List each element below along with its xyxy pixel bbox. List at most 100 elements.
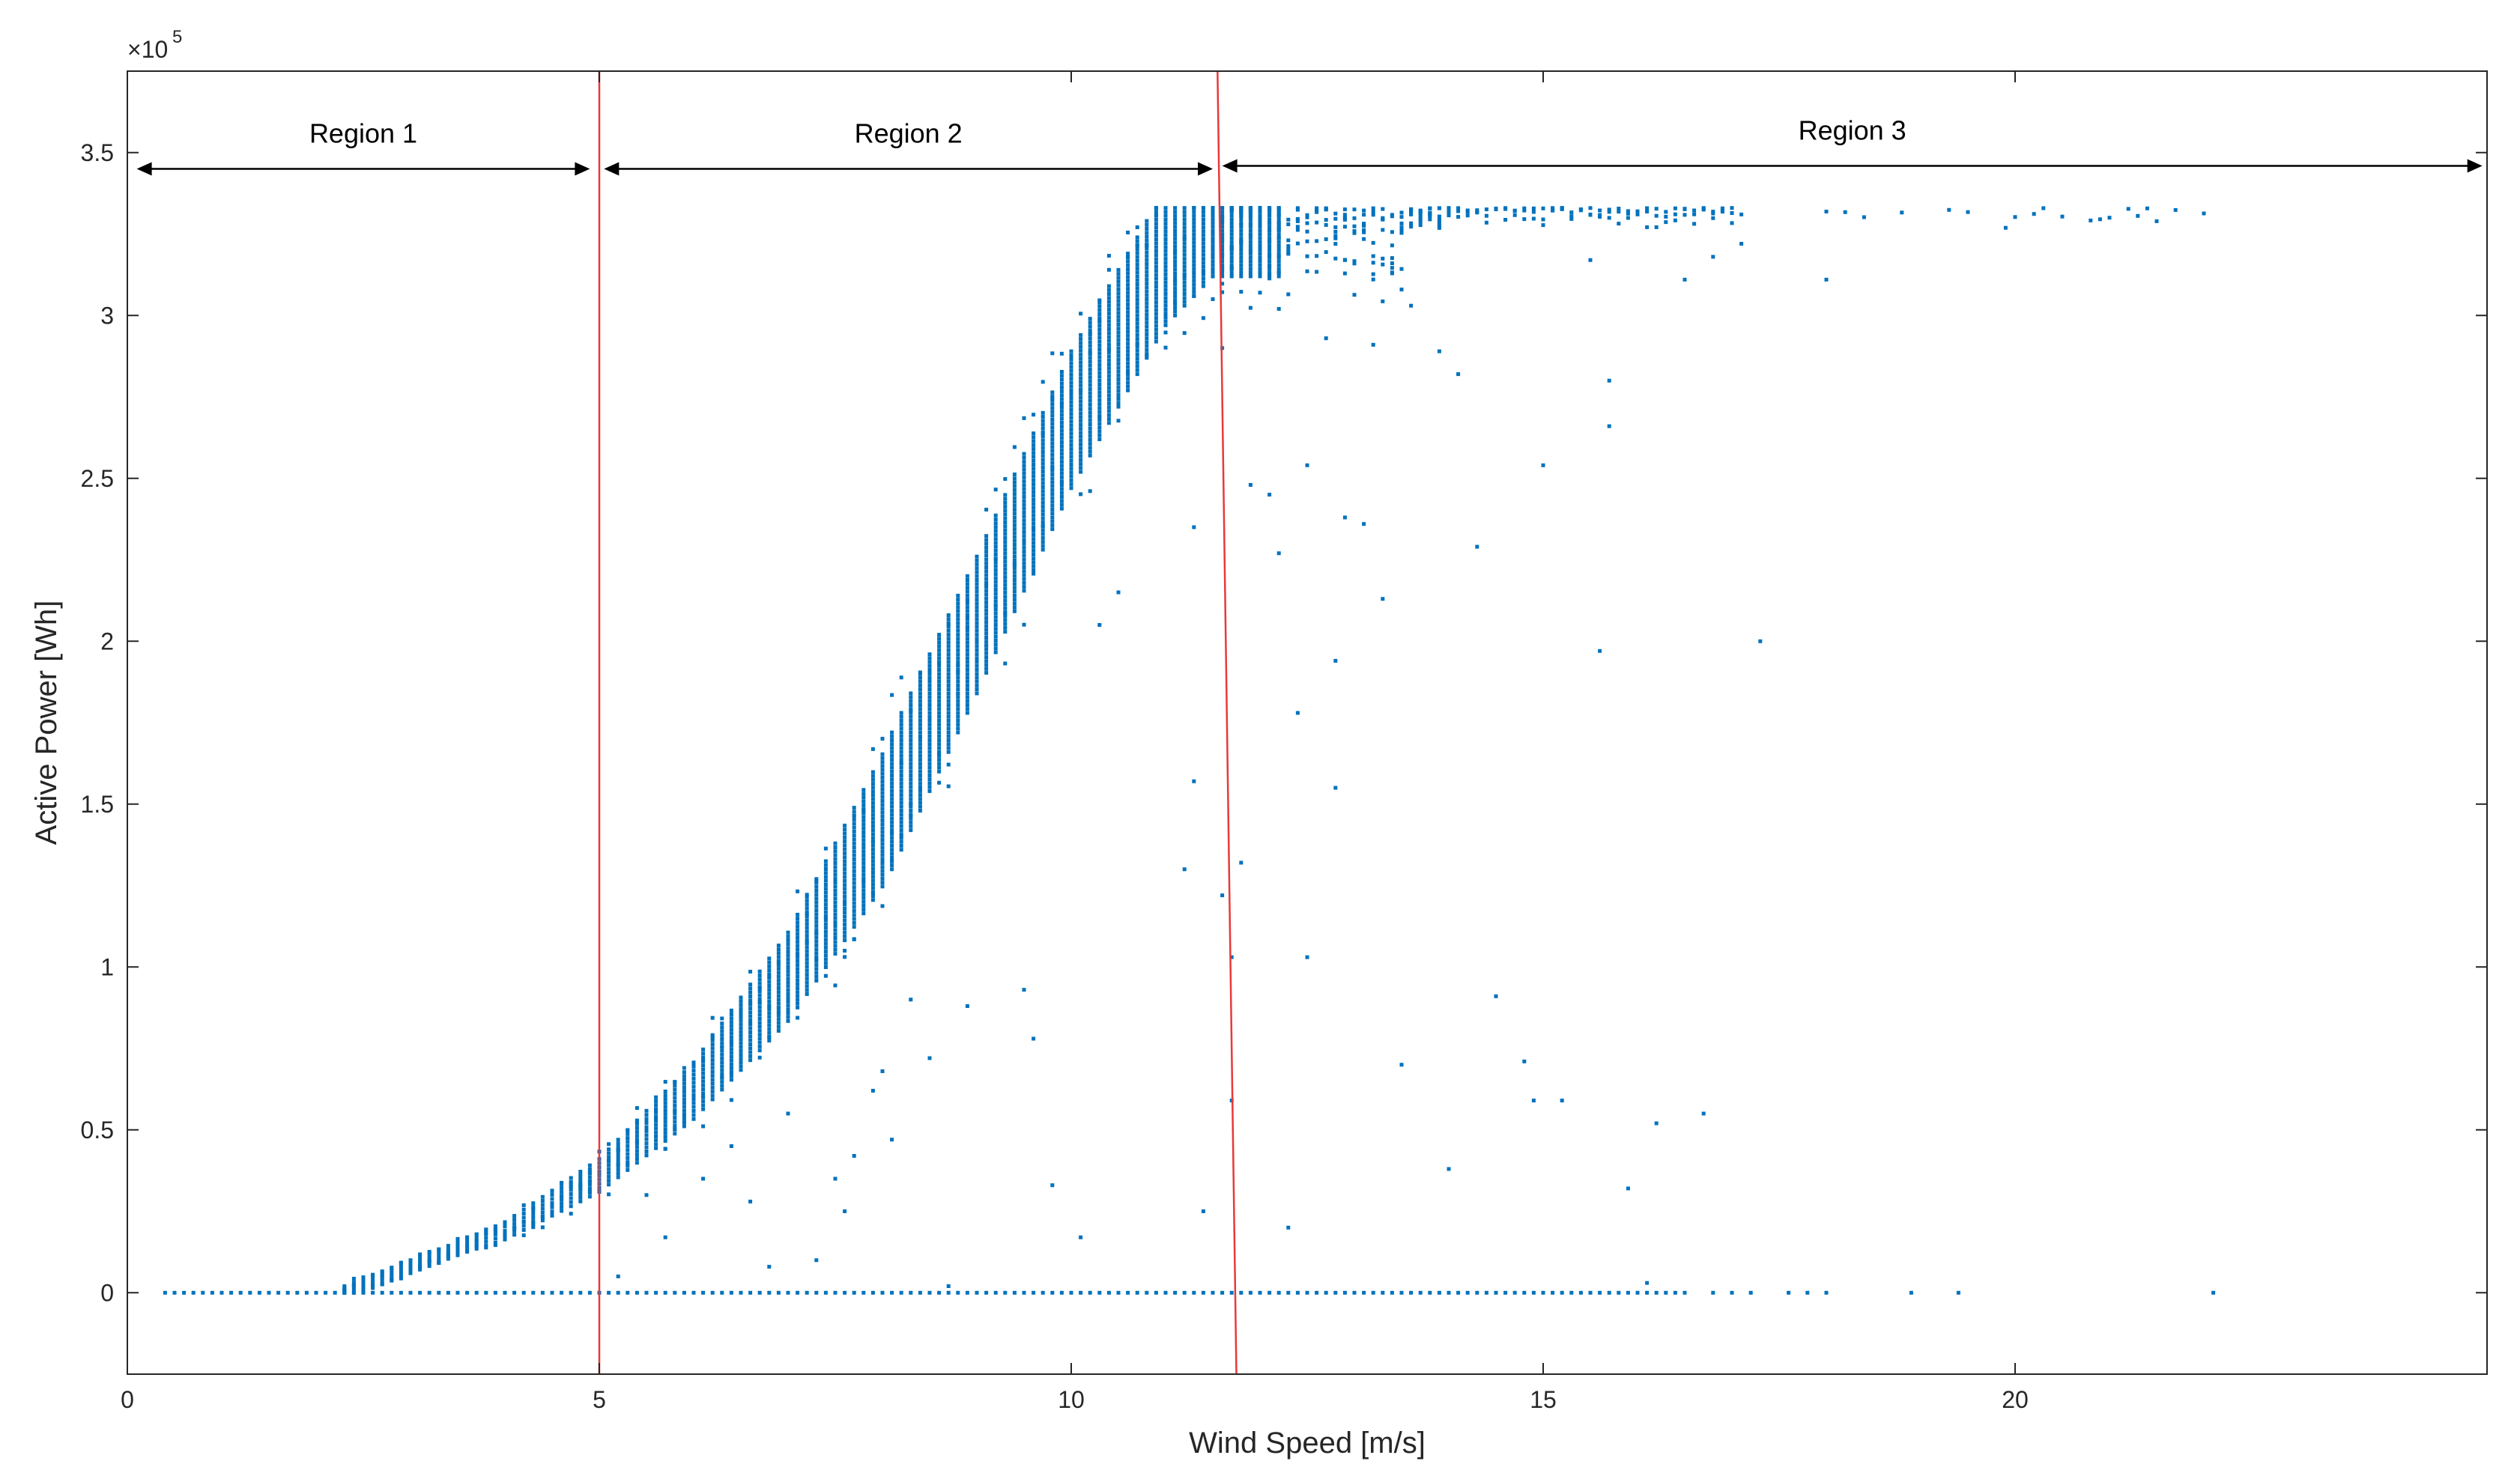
scatter-point — [2126, 207, 2130, 211]
scatter-point — [1229, 221, 1234, 225]
scatter-point — [1097, 371, 1102, 375]
scatter-point — [823, 887, 828, 891]
scatter-point — [1003, 625, 1008, 630]
scatter-point — [1116, 362, 1121, 366]
scatter-point — [1607, 378, 1611, 383]
scatter-point — [993, 603, 998, 607]
scatter-point — [861, 842, 866, 846]
scatter-point — [1069, 435, 1073, 440]
scatter-point — [1022, 518, 1026, 523]
scatter-point — [823, 910, 828, 914]
scatter-point — [796, 940, 800, 944]
scatter-point — [993, 631, 998, 635]
scatter-point — [1003, 505, 1008, 509]
scatter-point — [1154, 324, 1158, 328]
scatter-point — [1050, 508, 1055, 511]
scatter-point — [1399, 215, 1404, 219]
scatter-point — [946, 668, 951, 672]
scatter-point — [1201, 210, 1205, 214]
scatter-point — [890, 797, 894, 801]
scatter-point — [399, 1290, 403, 1295]
scatter-point — [1041, 520, 1045, 524]
scatter-point — [1163, 210, 1168, 214]
scatter-point — [1258, 240, 1262, 244]
scatter-point — [1258, 291, 1262, 295]
scatter-point — [927, 678, 932, 682]
scatter-point — [455, 1243, 460, 1248]
scatter-point — [1145, 324, 1149, 329]
scatter-point — [1229, 252, 1234, 256]
scatter-point — [1079, 438, 1083, 443]
scatter-point — [937, 726, 942, 731]
scatter-point — [870, 797, 875, 801]
scatter-point — [408, 1267, 413, 1272]
scatter-point — [814, 944, 819, 947]
scatter-point — [1258, 270, 1262, 275]
scatter-point — [757, 974, 762, 978]
scatter-point — [1116, 377, 1121, 381]
scatter-point — [1106, 398, 1111, 401]
scatter-point — [720, 1029, 724, 1033]
scatter-point — [1012, 609, 1017, 613]
scatter-point — [843, 851, 847, 855]
scatter-point — [918, 695, 922, 699]
scatter-point — [786, 930, 790, 935]
scatter-point — [607, 1151, 611, 1155]
scatter-point — [823, 953, 828, 958]
scatter-point — [776, 971, 781, 975]
scatter-point — [909, 820, 913, 824]
scatter-point — [870, 878, 875, 883]
scatter-point — [1116, 590, 1121, 595]
scatter-point — [720, 1072, 724, 1076]
scatter-point — [1739, 212, 1744, 216]
scatter-point — [1106, 347, 1111, 351]
scatter-point — [1551, 1290, 1555, 1295]
scatter-point — [1352, 216, 1357, 220]
scatter-point — [918, 679, 922, 684]
scatter-point — [720, 1052, 724, 1057]
scatter-point — [1220, 290, 1225, 294]
scatter-point — [899, 714, 903, 719]
scatter-point — [843, 955, 847, 959]
scatter-point — [1409, 1290, 1414, 1295]
scatter-point — [1154, 276, 1158, 281]
scatter-point — [1211, 237, 1215, 242]
scatter-point — [1116, 330, 1121, 335]
scatter-point — [786, 1003, 790, 1008]
scatter-point — [1012, 508, 1017, 511]
scatter-point — [1041, 458, 1045, 462]
scatter-point — [682, 1097, 686, 1102]
scatter-point — [843, 827, 847, 832]
scatter-point — [833, 944, 838, 948]
scatter-point — [1088, 379, 1092, 383]
scatter-point — [1154, 233, 1158, 237]
scatter-point — [975, 640, 979, 645]
scatter-point — [918, 723, 922, 727]
scatter-point — [1163, 284, 1168, 288]
scatter-point — [993, 1290, 998, 1295]
scatter-point — [757, 1000, 762, 1004]
scatter-point — [975, 633, 979, 637]
scatter-point — [899, 726, 903, 731]
scatter-point — [1664, 210, 1668, 214]
scatter-point — [1824, 1290, 1829, 1295]
scatter-point — [1088, 383, 1092, 387]
scatter-point — [701, 1059, 706, 1063]
scatter-point — [984, 643, 989, 648]
scatter-point — [1097, 312, 1102, 316]
scatter-point — [673, 1096, 677, 1100]
scatter-point — [937, 1290, 942, 1295]
scatter-point — [918, 797, 922, 801]
scatter-point — [560, 1186, 564, 1190]
scatter-point — [1182, 288, 1187, 292]
scatter-point — [2136, 213, 2140, 218]
scatter-point — [805, 926, 809, 930]
scatter-point — [1352, 259, 1357, 264]
scatter-point — [418, 1267, 422, 1272]
scatter-point — [1333, 242, 1338, 246]
scatter-point — [1154, 249, 1158, 253]
scatter-point — [1135, 353, 1139, 356]
scatter-point — [909, 781, 913, 786]
scatter-point — [843, 847, 847, 851]
scatter-point — [757, 1290, 762, 1295]
